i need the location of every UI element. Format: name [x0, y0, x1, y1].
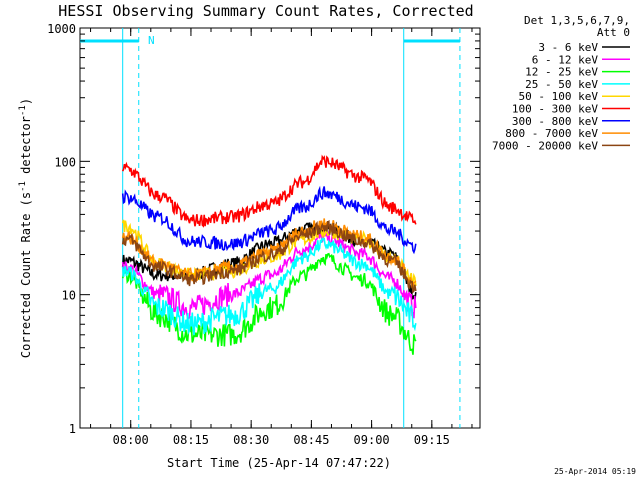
x-tick-label-4: 09:00: [354, 433, 390, 447]
legend-entry-label-7: 800 - 7000 keV: [505, 127, 598, 140]
x-tick-label-0: 08:00: [113, 433, 149, 447]
y-tick-label-2: 100: [54, 155, 76, 169]
legend-entry-label-6: 300 - 800 keV: [512, 115, 598, 128]
footer-timestamp: 25-Apr-2014 05:19: [554, 467, 636, 476]
series-line-6: [121, 185, 417, 255]
chart-title: HESSI Observing Summary Count Rates, Cor…: [58, 2, 473, 20]
plot-frame: [79, 27, 481, 429]
x-axis-label: Start Time (25-Apr-14 07:47:22): [167, 456, 391, 470]
y-axis-label: Corrected Count Rate (s-1 detector-1): [18, 98, 33, 358]
night-marker-label: N: [148, 34, 155, 47]
legend-entry-label-0: 3 - 6 keV: [538, 41, 598, 54]
x-tick-label-3: 08:45: [293, 433, 329, 447]
y-tick-label-0: 1: [69, 422, 76, 436]
series-line-1: [121, 229, 417, 320]
legend-entry-label-8: 7000 - 20000 keV: [492, 139, 598, 152]
plot-area: [79, 27, 481, 429]
series-line-7: [121, 218, 417, 293]
legend-entry-label-5: 100 - 300 keV: [512, 103, 598, 116]
legend-header-line-1: Det 1,3,5,6,7,9,: [524, 14, 630, 27]
x-tick-label-1: 08:15: [173, 433, 209, 447]
y-tick-label-1: 10: [62, 289, 76, 303]
legend-header-line-2: Att 0: [597, 26, 630, 39]
y-tick-label-3: 1000: [47, 22, 76, 36]
x-tick-label-5: 09:15: [414, 433, 450, 447]
time-markers: [80, 28, 461, 428]
series-line-8: [121, 219, 417, 294]
legend-entry-label-2: 12 - 25 keV: [525, 66, 598, 79]
legend-entry-label-1: 6 - 12 keV: [532, 53, 599, 66]
legend-entry-label-4: 50 - 100 keV: [519, 90, 599, 103]
series-layer: [121, 154, 417, 355]
series-line-5: [121, 154, 417, 228]
series-line-3: [121, 236, 417, 336]
axis-ticks: 08:00 08:15 08:30 08:45 09:00 09:15 1 10 100 1000: [47, 22, 480, 447]
legend-entry-label-3: 25 - 50 keV: [525, 78, 598, 91]
x-tick-label-2: 08:30: [233, 433, 269, 447]
